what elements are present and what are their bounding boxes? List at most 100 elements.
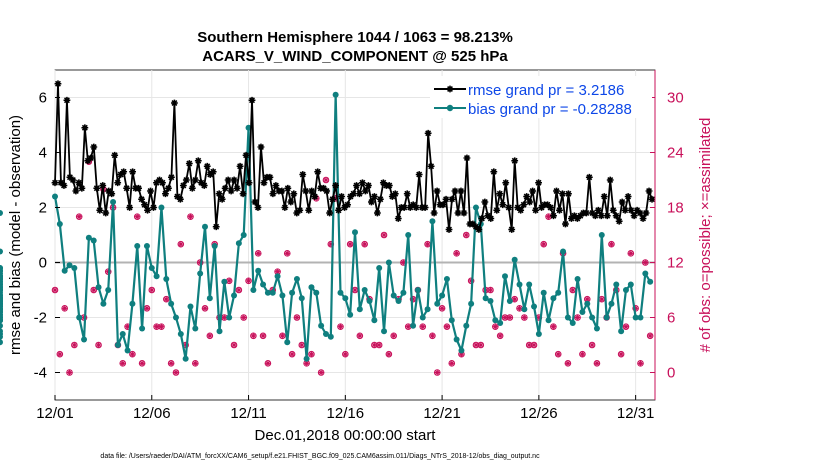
y-left-tick-label: 2	[39, 200, 47, 217]
obs-possible-point	[390, 332, 398, 340]
bias-point	[405, 232, 412, 238]
rmse-point	[248, 96, 256, 104]
bias-point	[235, 240, 242, 247]
obs-assimilated-point	[468, 278, 474, 284]
rmse-point	[179, 182, 187, 189]
bias-point	[182, 355, 189, 362]
obs-possible-point	[56, 350, 64, 358]
rmse-point	[230, 176, 238, 184]
bias-point	[332, 91, 339, 98]
rmse-point	[278, 187, 286, 195]
bias-point	[535, 331, 542, 337]
rmse-point	[200, 182, 208, 189]
bias-point	[579, 309, 586, 315]
rmse-point	[260, 179, 268, 187]
rmse-point	[391, 190, 399, 198]
obs-assimilated-point	[391, 333, 397, 339]
obs-possible-point	[506, 314, 514, 321]
rmse-point	[168, 173, 175, 181]
obs-assimilated-point	[584, 296, 590, 302]
obs-possible-point	[138, 360, 146, 367]
bias-point	[637, 314, 644, 321]
rmse-point	[484, 212, 492, 220]
rmse-point	[645, 187, 653, 195]
bias-point	[168, 300, 175, 307]
obs-possible-point	[259, 332, 267, 340]
bias-point	[516, 281, 523, 288]
obs-assimilated-point	[492, 324, 498, 330]
y-left-tick-label: -2	[34, 310, 47, 327]
bias-point	[114, 342, 121, 348]
obs-possible-point	[167, 360, 175, 367]
bias-point	[434, 300, 441, 307]
bias-point	[221, 278, 228, 285]
rmse-point	[571, 212, 578, 220]
bias-point	[66, 262, 73, 269]
obs-possible-point	[487, 286, 494, 294]
rmse-point	[176, 195, 184, 203]
obs-assimilated-point	[250, 333, 256, 339]
obs-possible-point	[240, 314, 248, 321]
bias-point	[463, 322, 470, 329]
rmse-point	[120, 168, 128, 176]
obs-assimilated-point	[71, 342, 77, 348]
x-tick-label: 12/01	[36, 405, 74, 422]
bias-point	[71, 265, 78, 271]
obs-possible-point	[646, 332, 654, 340]
obs-possible-point	[148, 286, 156, 294]
rmse-point	[182, 176, 190, 184]
y-left-tick-label: 6	[39, 90, 47, 107]
bias-point	[308, 284, 315, 291]
rmse-point	[502, 179, 510, 187]
bias-point	[584, 300, 591, 307]
obs-assimilated-point	[507, 314, 513, 321]
bias-point	[0, 248, 3, 255]
bias-point	[148, 265, 155, 271]
rmse-point	[630, 212, 638, 220]
bias-point	[269, 289, 276, 296]
obs-assimilated-point	[454, 250, 460, 256]
x-tick-label: 12/06	[133, 405, 171, 422]
obs-assimilated-point	[207, 333, 213, 339]
rmse-point	[338, 193, 345, 200]
obs-possible-point	[192, 360, 199, 367]
obs-possible-point	[443, 323, 451, 330]
bias-point	[419, 314, 426, 321]
obs-assimilated-point	[574, 314, 581, 321]
rmse-point	[544, 201, 551, 209]
bias-point	[521, 306, 528, 313]
bias-line	[53, 93, 652, 360]
obs-assimilated-point	[187, 214, 194, 220]
obs-assimilated-point	[236, 287, 242, 293]
rmse-point	[129, 168, 137, 176]
bias-point	[322, 331, 329, 337]
obs-possible-point	[588, 341, 596, 349]
bias-point	[158, 204, 165, 211]
obs-possible-point	[288, 350, 296, 358]
rmse-point	[269, 190, 277, 198]
obs-possible-point	[579, 350, 586, 358]
bias-point	[0, 314, 3, 321]
rmse-point	[615, 217, 623, 225]
rmse-point	[299, 171, 307, 178]
rmse-point	[451, 187, 459, 195]
obs-assimilated-point	[424, 241, 431, 247]
rmse-point	[365, 182, 372, 189]
bias-point	[347, 311, 354, 318]
bias-point	[85, 234, 92, 241]
rmse-point	[585, 173, 593, 181]
obs-assimilated-point	[124, 324, 131, 330]
rmse-point	[371, 193, 378, 200]
bias-point	[264, 289, 271, 296]
bias-point	[284, 339, 291, 346]
rmse-point	[591, 212, 599, 220]
rmse-point	[54, 80, 62, 88]
bias-point	[0, 303, 3, 310]
obs-possible-point	[356, 332, 364, 340]
rmse-point	[111, 151, 119, 159]
rmse-point	[245, 179, 253, 187]
bias-point	[632, 314, 639, 321]
obs-possible-point	[235, 286, 243, 294]
rmse-point	[150, 204, 157, 211]
